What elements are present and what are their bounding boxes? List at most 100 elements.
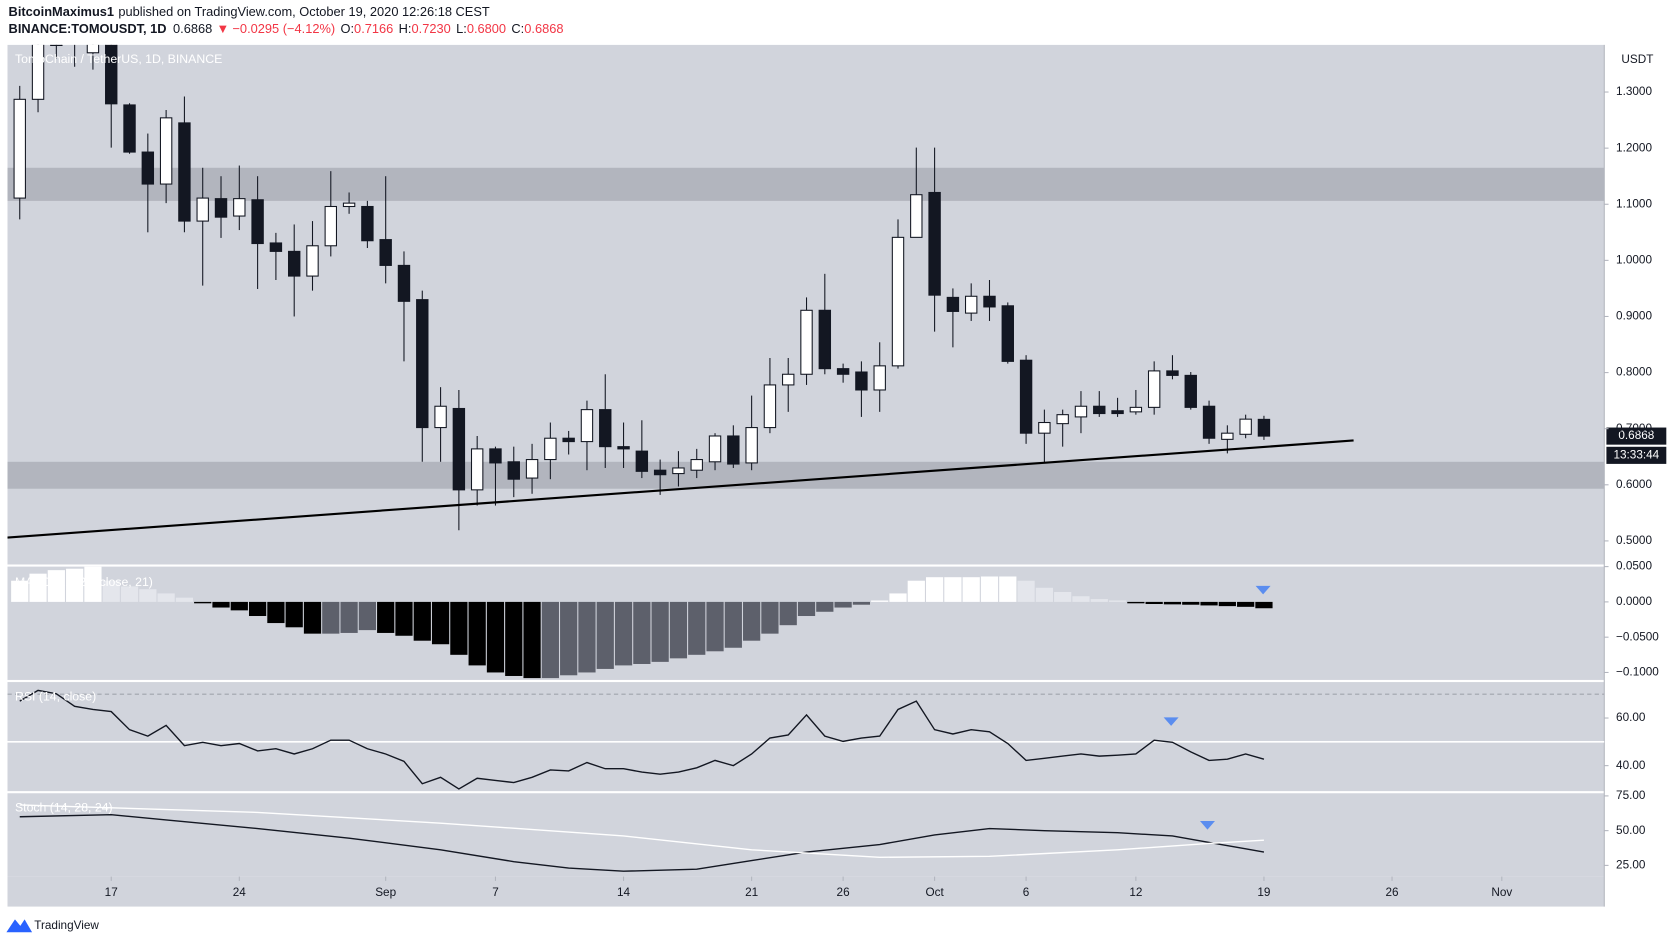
x-tick-label: 14 xyxy=(617,886,631,899)
candle-body xyxy=(727,435,740,465)
histogram-bar xyxy=(1163,601,1182,605)
candle-body xyxy=(123,104,136,153)
histogram-bar xyxy=(377,601,395,633)
signal-marker xyxy=(1163,717,1179,726)
candle-body xyxy=(763,384,777,429)
rsi-layer xyxy=(7,689,1605,790)
histogram-bar xyxy=(450,601,468,655)
x-tick-label: 6 xyxy=(1023,886,1030,899)
y-tick-label: 0.6000 xyxy=(1616,478,1652,491)
histogram-bar xyxy=(523,601,541,679)
candle-body xyxy=(928,191,941,296)
histogram-bar xyxy=(486,601,505,673)
candle-body xyxy=(416,299,429,429)
histogram-bar xyxy=(596,601,614,669)
macd-title: MACD (12, 26, close, 21) xyxy=(15,575,153,589)
candle-body xyxy=(690,459,703,471)
brand-logo xyxy=(6,919,33,933)
candle-body xyxy=(1001,305,1014,362)
candle-body xyxy=(251,199,264,245)
candle-body xyxy=(452,407,466,491)
histogram-bar xyxy=(431,601,450,645)
candle-body xyxy=(1147,370,1161,408)
histogram-bar xyxy=(761,601,779,634)
symbol: BINANCE:TOMOUSDT, 1D xyxy=(9,21,167,36)
trendline xyxy=(7,439,1354,539)
histogram-bar xyxy=(102,580,120,602)
candle-body xyxy=(31,44,45,100)
x-tick-label: Oct xyxy=(925,886,944,899)
time-axis xyxy=(7,876,1605,907)
histogram-bar xyxy=(688,601,706,655)
candle-body xyxy=(580,409,594,443)
zone xyxy=(7,167,1605,201)
price-tag xyxy=(1606,427,1667,445)
candle-body xyxy=(178,122,191,222)
histogram-bar xyxy=(358,601,377,631)
candle-body xyxy=(1202,405,1216,439)
histogram-bar xyxy=(797,601,816,617)
histogram-bar xyxy=(66,568,84,602)
candle-body xyxy=(983,295,996,308)
histogram-bar xyxy=(267,601,285,624)
rsi-pane xyxy=(7,682,1605,792)
signal-marker xyxy=(1199,821,1215,830)
histogram-bar xyxy=(230,601,248,611)
histogram-bar xyxy=(816,601,834,612)
x-tick-label: 12 xyxy=(1129,886,1142,899)
histogram-bar xyxy=(1035,587,1053,602)
candle-body xyxy=(214,198,228,218)
change: −0.0295 (−4.12%) xyxy=(232,21,335,36)
price-tag-label: 0.6868 xyxy=(1618,429,1654,442)
histogram-bar xyxy=(944,577,962,602)
histogram-bar xyxy=(1200,601,1218,606)
histogram-bar xyxy=(1108,600,1127,602)
ohlc-label: C: xyxy=(511,21,524,36)
ohlc-label: H: xyxy=(399,21,412,36)
candle-body xyxy=(836,368,850,375)
ohlc-value: 0.6868 xyxy=(524,21,563,36)
indicator-line xyxy=(19,813,1265,872)
histogram-bar xyxy=(1218,601,1236,607)
histogram-bar xyxy=(120,586,139,602)
candle-body xyxy=(818,309,832,370)
histogram-bar xyxy=(724,601,742,648)
histogram-bar xyxy=(1145,601,1163,605)
candle-body xyxy=(1239,418,1252,435)
y-tick-label: −0.1000 xyxy=(1616,666,1659,679)
histogram-bar xyxy=(1072,596,1090,602)
candle-body xyxy=(617,446,630,450)
y-tick-label: 50.00 xyxy=(1616,824,1646,837)
histogram-bar xyxy=(743,601,761,641)
y-tick-label: 25.00 xyxy=(1616,859,1646,872)
ohlc-value: 0.7166 xyxy=(354,21,393,36)
ohlc-value: 0.7230 xyxy=(412,21,451,36)
ohlc-label: L: xyxy=(456,21,467,36)
y-tick-label: 0.5000 xyxy=(1616,534,1652,547)
candle-body xyxy=(1056,414,1069,425)
chart-title: TomoChain / TetherUS, 1D, BINANCE xyxy=(15,52,222,66)
symbol-line: BINANCE:TOMOUSDT, 1D 0.6868 ▼ −0.0295 (−4.1… xyxy=(9,21,564,36)
histogram-bar xyxy=(212,601,230,608)
candle-body xyxy=(1129,406,1143,413)
logo-icon xyxy=(6,919,33,933)
histogram-bar xyxy=(1054,592,1072,602)
y-tick-label: 0.8000 xyxy=(1616,366,1652,379)
candle-body xyxy=(489,448,502,464)
y-tick-label: 1.2000 xyxy=(1616,141,1652,154)
candle-body xyxy=(233,198,246,217)
histogram-bar xyxy=(29,573,47,602)
histogram-bar xyxy=(285,601,303,628)
candle-body xyxy=(86,44,100,54)
signal-marker xyxy=(1255,585,1271,595)
y-tick-label: 0.0000 xyxy=(1616,595,1652,608)
candle-body xyxy=(342,202,356,208)
candle-body xyxy=(434,405,447,429)
histogram-bar xyxy=(395,601,413,636)
histogram-bar xyxy=(413,601,431,641)
x-tick-label: 21 xyxy=(745,886,758,899)
stoch-layer xyxy=(19,804,1265,872)
candle-body xyxy=(800,309,813,375)
histogram-bar xyxy=(340,601,358,633)
